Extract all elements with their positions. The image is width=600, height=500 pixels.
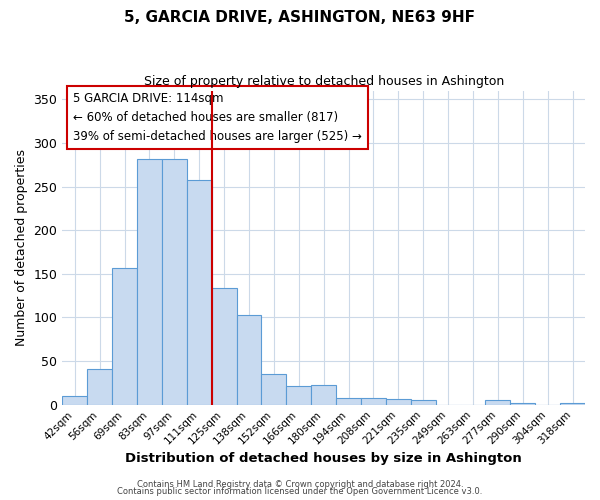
Bar bbox=[336, 398, 361, 404]
Text: 5 GARCIA DRIVE: 114sqm
← 60% of detached houses are smaller (817)
39% of semi-de: 5 GARCIA DRIVE: 114sqm ← 60% of detached… bbox=[73, 92, 362, 143]
Title: Size of property relative to detached houses in Ashington: Size of property relative to detached ho… bbox=[143, 75, 504, 88]
Bar bbox=[286, 386, 311, 404]
Bar bbox=[212, 288, 236, 405]
Text: Contains HM Land Registry data © Crown copyright and database right 2024.: Contains HM Land Registry data © Crown c… bbox=[137, 480, 463, 489]
Bar bbox=[485, 400, 511, 404]
Bar bbox=[62, 396, 87, 404]
Bar bbox=[262, 374, 286, 404]
Bar bbox=[187, 180, 212, 404]
Bar bbox=[511, 403, 535, 404]
Bar bbox=[560, 403, 585, 404]
Bar bbox=[112, 268, 137, 404]
Bar bbox=[311, 384, 336, 404]
Bar bbox=[361, 398, 386, 404]
Bar bbox=[162, 160, 187, 404]
Bar bbox=[236, 315, 262, 404]
Bar bbox=[87, 369, 112, 404]
Y-axis label: Number of detached properties: Number of detached properties bbox=[15, 149, 28, 346]
Bar bbox=[411, 400, 436, 404]
Bar bbox=[386, 398, 411, 404]
Text: 5, GARCIA DRIVE, ASHINGTON, NE63 9HF: 5, GARCIA DRIVE, ASHINGTON, NE63 9HF bbox=[125, 10, 476, 25]
X-axis label: Distribution of detached houses by size in Ashington: Distribution of detached houses by size … bbox=[125, 452, 522, 465]
Bar bbox=[137, 160, 162, 404]
Text: Contains public sector information licensed under the Open Government Licence v3: Contains public sector information licen… bbox=[118, 487, 482, 496]
